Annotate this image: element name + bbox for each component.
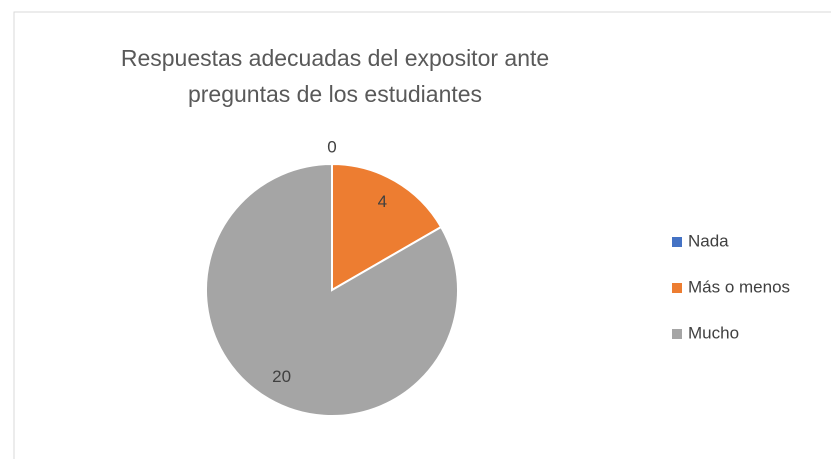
legend-swatch xyxy=(672,237,682,247)
legend-label: Más o menos xyxy=(688,277,790,296)
chart-title: Respuestas adecuadas del expositor ante … xyxy=(120,45,550,107)
data-label: 20 xyxy=(272,367,291,386)
legend-swatch xyxy=(672,329,682,339)
data-label: 4 xyxy=(378,192,387,211)
pie-slice xyxy=(331,162,443,292)
pie-slice xyxy=(205,162,459,417)
legend-swatch xyxy=(672,283,682,293)
legend-label: Mucho xyxy=(688,323,739,342)
chart-border xyxy=(13,11,831,459)
data-label: 0 xyxy=(327,137,336,156)
legend-label: Nada xyxy=(688,231,729,250)
